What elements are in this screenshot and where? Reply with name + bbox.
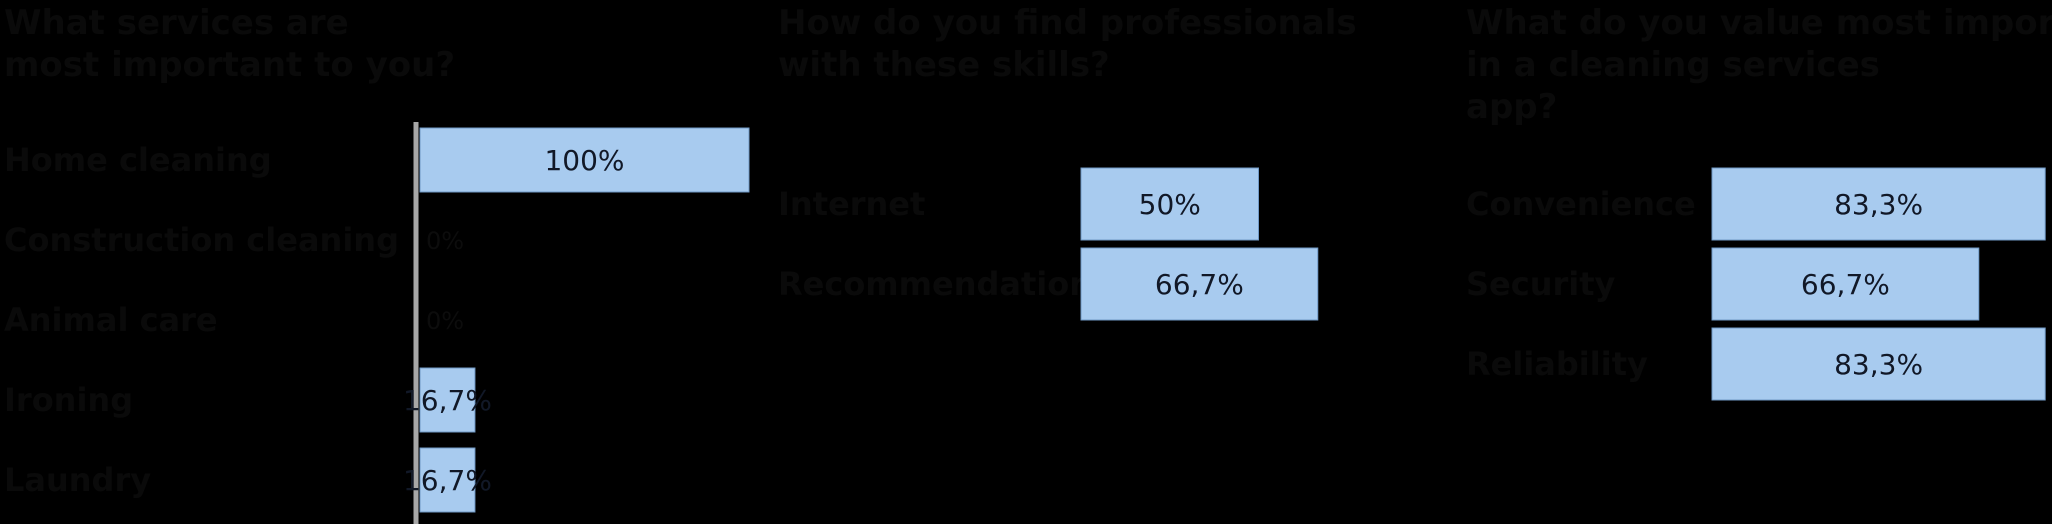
chart-1: What services are most important to you? H… bbox=[4, 3, 750, 524]
chart-title-line: What do you value most important bbox=[1466, 3, 2052, 43]
bar bbox=[419, 367, 476, 433]
data-label: 16,7% bbox=[403, 464, 492, 497]
category-label: Internet bbox=[778, 185, 925, 223]
category-label: Laundry bbox=[4, 461, 151, 499]
category-label: Reliability bbox=[1466, 345, 1648, 383]
bar bbox=[419, 447, 476, 513]
data-label: 83,3% bbox=[1834, 348, 1923, 381]
data-label: 66,7% bbox=[1155, 268, 1244, 301]
chart-2: How do you find professionals with these … bbox=[778, 3, 1357, 321]
bar bbox=[419, 127, 750, 193]
bar bbox=[1080, 247, 1319, 321]
data-label: 0% bbox=[426, 307, 464, 335]
chart-title-line: most important to you? bbox=[4, 45, 455, 85]
category-label: Ironing bbox=[4, 381, 133, 419]
category-label: Convenience bbox=[1466, 185, 1696, 223]
chart-title: What services are most important to you? bbox=[4, 3, 455, 85]
data-label: 50% bbox=[1139, 188, 1201, 221]
data-label: 100% bbox=[544, 144, 624, 177]
chart-title-line: How do you find professionals bbox=[778, 3, 1357, 43]
category-label: Security bbox=[1466, 265, 1616, 303]
category-label: Construction cleaning bbox=[4, 221, 399, 259]
bar bbox=[1711, 247, 1980, 321]
bar bbox=[1711, 167, 2046, 241]
data-label: 83,3% bbox=[1834, 188, 1923, 221]
data-label: 16,7% bbox=[403, 384, 492, 417]
chart-title-line: in a cleaning services bbox=[1466, 45, 1880, 85]
data-label: 0% bbox=[426, 227, 464, 255]
category-label: Animal care bbox=[4, 301, 218, 339]
chart-title: What do you value most importantin a cle… bbox=[1466, 3, 2052, 127]
chart-title: How do you find professionals with these … bbox=[778, 3, 1357, 85]
chart-title-line: What services are bbox=[4, 3, 349, 43]
bar bbox=[1711, 327, 2046, 401]
chart-3: What do you value most importantin a cle… bbox=[1466, 3, 2052, 401]
data-label: 66,7% bbox=[1801, 268, 1890, 301]
category-label: Recommendations bbox=[778, 265, 1111, 303]
chart-title-line: with these skills? bbox=[778, 45, 1110, 85]
category-label: Home cleaning bbox=[4, 141, 272, 179]
bar bbox=[1080, 167, 1259, 241]
chart-title-line: app? bbox=[1466, 87, 1557, 127]
